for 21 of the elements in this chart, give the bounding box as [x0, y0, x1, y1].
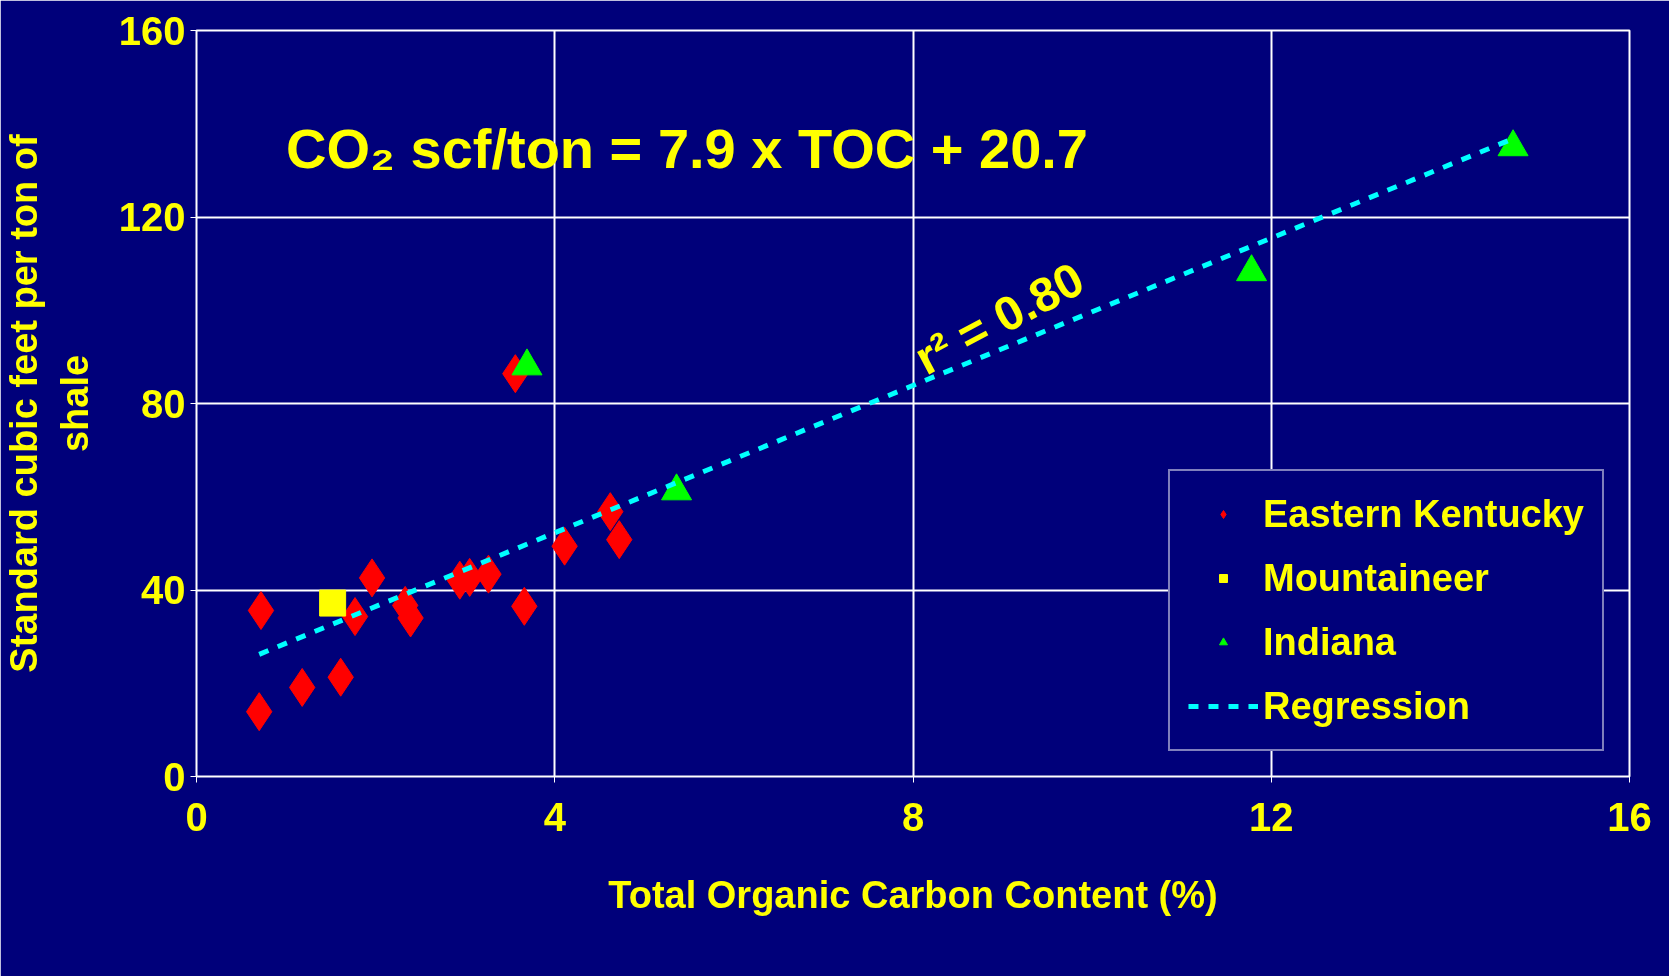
legend-label: Eastern Kentucky: [1262, 491, 1584, 537]
y-tick-label: 120: [118, 195, 186, 239]
point: [1497, 129, 1529, 157]
y-tick-label: 40: [141, 568, 186, 612]
point: [319, 589, 347, 617]
point: [1236, 254, 1268, 282]
legend-label: Mountaineer: [1262, 555, 1489, 601]
x-tick-label: 4: [543, 794, 567, 839]
x-tick-label: 8: [901, 794, 925, 839]
x-tick-label: 12: [1249, 794, 1294, 839]
point: [247, 591, 275, 631]
x-axis-title: Total Organic Carbon Content (%): [608, 873, 1218, 916]
legend-label: Indiana: [1262, 619, 1397, 665]
legend-label: Regression: [1262, 683, 1470, 729]
annotation: r² = 0.80: [905, 252, 1093, 385]
y-tick-label: 160: [118, 8, 186, 53]
x-tick-label: 16: [1607, 794, 1652, 839]
point: [358, 558, 386, 598]
y-axis-title: Standard cubic feet per ton of shale: [3, 133, 96, 673]
y-tick-label: 0: [163, 754, 186, 799]
y-tick-label: 80: [141, 381, 186, 426]
